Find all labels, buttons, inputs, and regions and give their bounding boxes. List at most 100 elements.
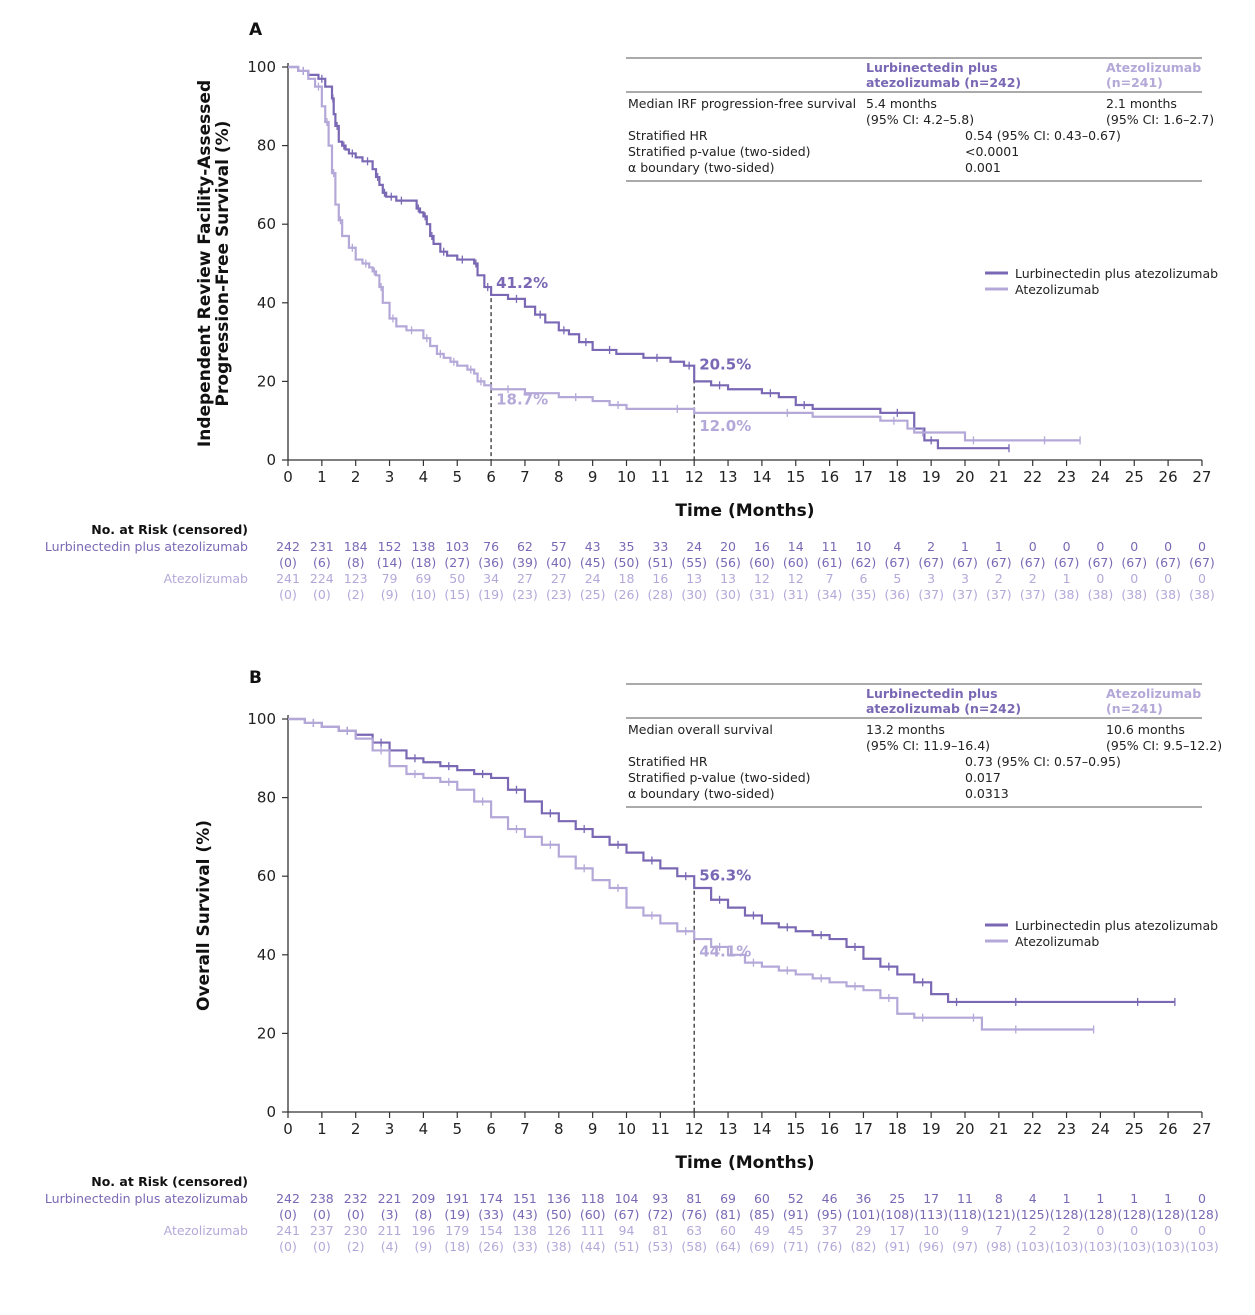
panel-a-x-tick-label: 0	[283, 468, 293, 486]
panel-b-risk-lurb-n: 11	[957, 1191, 973, 1206]
panel-b-risk-lurb-censored: (128)	[1050, 1207, 1084, 1222]
panel-a-risk-label-atezo: Atezolizumab	[164, 571, 248, 586]
panel-a-x-tick-label: 13	[719, 468, 738, 486]
panel-a-risk-lurb-censored: (67)	[1088, 555, 1114, 570]
panel-a-risk-atezo-censored: (25)	[580, 587, 606, 602]
panel-b-x-tick-label: 11	[651, 1120, 670, 1138]
panel-b-risk-atezo-censored: (51)	[614, 1239, 640, 1254]
panel-b-y-tick-label: 60	[257, 867, 276, 885]
panel-b-x-tick-label: 23	[1057, 1120, 1076, 1138]
panel-a-risk-atezo-censored: (10)	[411, 587, 437, 602]
panel-a-risk-lurb-n: 43	[585, 539, 601, 554]
panel-b-landmark-label: 56.3%	[699, 867, 751, 885]
panel-a-risk-atezo-censored: (30)	[715, 587, 741, 602]
panel-a-risk-lurb-censored: (36)	[478, 555, 504, 570]
panel-a-x-tick-label: 27	[1192, 468, 1211, 486]
panel-b-y-tick-label: 40	[257, 946, 276, 964]
panel-b-table-cell-lurb: (95% CI: 11.9–16.4)	[866, 738, 990, 753]
panel-a-risk-lurb-censored: (67)	[986, 555, 1012, 570]
panel-a-risk-atezo-n: 224	[310, 571, 334, 586]
panel-a-risk-atezo-censored: (31)	[749, 587, 775, 602]
panel-b-x-tick-label: 19	[922, 1120, 941, 1138]
panel-a-risk-atezo-n: 24	[585, 571, 601, 586]
panel-b-risk-atezo-n: 211	[378, 1223, 402, 1238]
panel-b-legend-label-lurb: Lurbinectedin plus atezolizumab	[1015, 918, 1218, 933]
panel-a-risk-lurb-n: 76	[483, 539, 499, 554]
panel-a-risk-atezo-n: 13	[686, 571, 702, 586]
panel-b-x-tick-label: 3	[385, 1120, 395, 1138]
panel-a-risk-lurb-n: 24	[686, 539, 702, 554]
panel-a-legend-label-lurb: Lurbinectedin plus atezolizumab	[1015, 266, 1218, 281]
panel-b-risk-atezo-n: 29	[855, 1223, 871, 1238]
panel-a-x-tick-label: 21	[989, 468, 1008, 486]
panel-a-table-cell-lurb: (95% CI: 4.2–5.8)	[866, 112, 974, 127]
panel-a-table-cell-lurb: 5.4 months	[866, 96, 937, 111]
panel-a-risk-atezo-censored: (2)	[347, 587, 365, 602]
panel-a-x-tick-label: 12	[685, 468, 704, 486]
panel-a-y-tick-label: 60	[257, 215, 276, 233]
panel-a-risk-lurb-n: 33	[652, 539, 668, 554]
panel-b-risk-atezo-censored: (71)	[783, 1239, 809, 1254]
panel-b-risk-lurb-censored: (76)	[681, 1207, 707, 1222]
panel-b-risk-atezo-n: 2	[1063, 1223, 1071, 1238]
panel-b-risk-atezo-censored: (26)	[478, 1239, 504, 1254]
panel-a-risk-atezo-n: 3	[961, 571, 969, 586]
panel-a-risk-atezo-censored: (15)	[444, 587, 470, 602]
panel-a-risk-atezo-n: 18	[619, 571, 635, 586]
panel-b-table-cell-atezo: (95% CI: 9.5–12.2)	[1106, 738, 1222, 753]
panel-b-y-tick-label: 100	[247, 710, 276, 728]
panel-a-risk-atezo-n: 69	[415, 571, 431, 586]
panel-a-risk-lurb-censored: (6)	[313, 555, 331, 570]
panel-a-risk-lurb-n: 231	[310, 539, 334, 554]
panel-b-y-axis-title-line: Overall Survival (%)	[194, 820, 214, 1011]
panel-b-risk-lurb-censored: (60)	[580, 1207, 606, 1222]
panel-b-x-tick-label: 17	[854, 1120, 873, 1138]
panel-a-risk-lurb-n: 242	[276, 539, 300, 554]
panel-a-table-cell-stat: 0.54 (95% CI: 0.43–0.67)	[965, 128, 1121, 143]
panel-a-risk-atezo-n: 12	[788, 571, 804, 586]
panel-b-risk-lurb-censored: (43)	[512, 1207, 538, 1222]
panel-b-risk-atezo-n: 45	[788, 1223, 804, 1238]
panel-a-risk-atezo-censored: (30)	[681, 587, 707, 602]
panel-b-x-tick-label: 16	[820, 1120, 839, 1138]
panel-a-risk-lurb-n: 20	[720, 539, 736, 554]
panel-a-x-tick-label: 23	[1057, 468, 1076, 486]
panel-a-y-tick-label: 100	[247, 58, 276, 76]
panel-a-risk-lurb-censored: (67)	[918, 555, 944, 570]
panel-a-risk-atezo-n: 50	[449, 571, 465, 586]
panel-b-risk-lurb-n: 81	[686, 1191, 702, 1206]
panel-b-risk-atezo-n: 81	[652, 1223, 668, 1238]
panel-a-risk-lurb-n: 0	[1198, 539, 1206, 554]
panel-a-risk-lurb-censored: (14)	[377, 555, 403, 570]
panel-a-risk-atezo-n: 27	[551, 571, 567, 586]
panel-b-risk-atezo-n: 9	[961, 1223, 969, 1238]
panel-a-risk-lurb-censored: (67)	[884, 555, 910, 570]
panel-b-risk-atezo-n: 126	[547, 1223, 571, 1238]
panel-a-risk-atezo-censored: (37)	[986, 587, 1012, 602]
panel-b-x-tick-label: 2	[351, 1120, 361, 1138]
panel-b-y-tick-label: 0	[266, 1103, 276, 1121]
panel-b-x-tick-label: 26	[1159, 1120, 1178, 1138]
panel-b-table-cell-stat: 0.017	[965, 770, 1001, 785]
panel-b-risk-lurb-n: 60	[754, 1191, 770, 1206]
panel-a-risk-atezo-n: 16	[652, 571, 668, 586]
panel-a-risk-lurb-n: 0	[1029, 539, 1037, 554]
panel-b-risk-atezo-censored: (82)	[851, 1239, 877, 1254]
panel-a-y-tick-label: 20	[257, 372, 276, 390]
panel-a-risk-atezo-censored: (37)	[1020, 587, 1046, 602]
panel-b-y-tick-label: 20	[257, 1024, 276, 1042]
panel-a-risk-atezo-n: 2	[995, 571, 1003, 586]
panel-a-x-tick-label: 7	[520, 468, 530, 486]
panel-b-table-cell-lurb: 13.2 months	[866, 722, 945, 737]
panel-b-risk-lurb-censored: (8)	[415, 1207, 433, 1222]
panel-a-risk-atezo-censored: (38)	[1121, 587, 1147, 602]
panel-b-risk-atezo-censored: (91)	[884, 1239, 910, 1254]
panel-b-risk-lurb-censored: (121)	[982, 1207, 1016, 1222]
panel-b-risk-lurb-n: 118	[581, 1191, 605, 1206]
panel-a-table-row-label: Stratified HR	[628, 128, 708, 143]
panel-a-table-cell-atezo: (95% CI: 1.6–2.7)	[1106, 112, 1214, 127]
panel-a-risk-header: No. at Risk (censored)	[91, 522, 248, 537]
panel-b-risk-lurb-censored: (0)	[279, 1207, 297, 1222]
panel-a-landmark-label: 18.7%	[496, 391, 548, 409]
panel-a-risk-lurb-n: 35	[619, 539, 635, 554]
